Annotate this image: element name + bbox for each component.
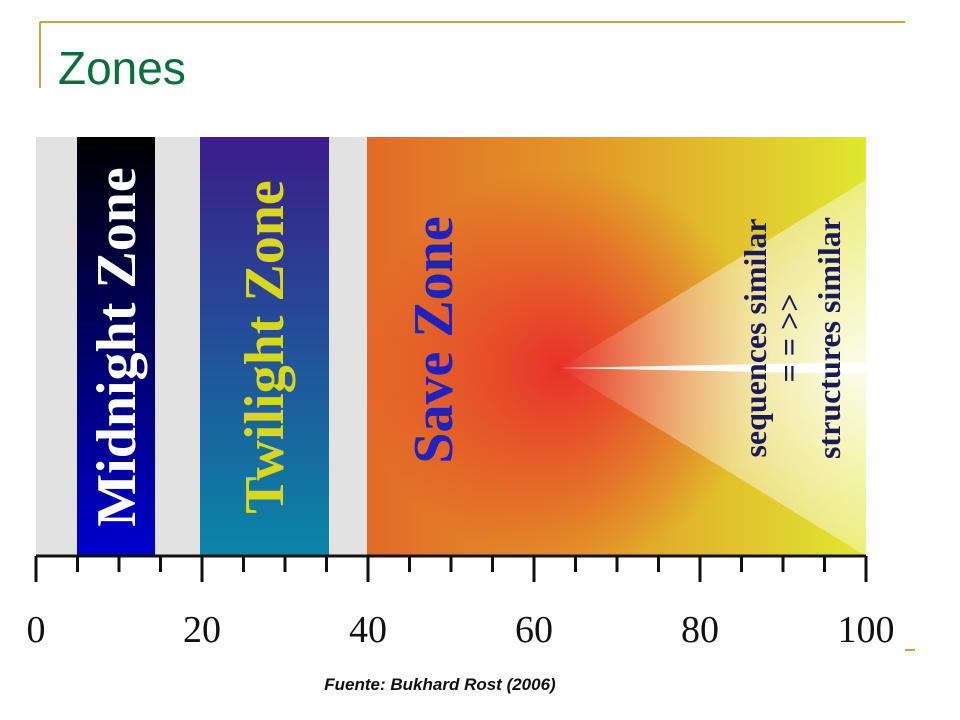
note: sequences similar: [737, 218, 773, 457]
zone-label: Twilight Zone: [234, 180, 296, 513]
note: structures similar: [811, 217, 847, 459]
source: Fuente: Bukhard Rost (2006): [324, 675, 556, 694]
save-zone-ray: [560, 362, 866, 374]
tick-label: 20: [183, 609, 221, 651]
tick-label: 60: [515, 609, 553, 651]
tick-label: 0: [27, 609, 46, 651]
note: = = >>: [771, 294, 807, 383]
tick-label: 100: [838, 609, 895, 651]
tick-label: 80: [681, 609, 719, 651]
tick-label: 40: [349, 609, 387, 651]
slide-title: Zones: [58, 42, 186, 94]
twilight-zone: [200, 137, 329, 556]
zone-label: Midnight Zone: [86, 167, 148, 526]
zone-label: Save Zone: [403, 216, 465, 463]
midnight-zone: [77, 137, 155, 556]
